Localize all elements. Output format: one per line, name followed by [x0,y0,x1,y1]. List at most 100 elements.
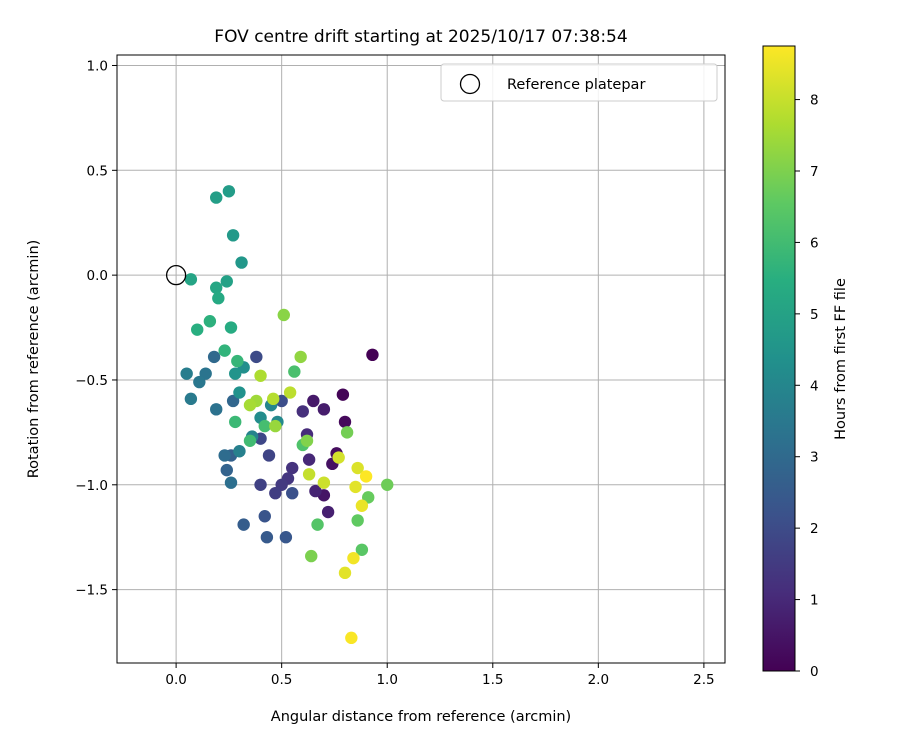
colorbar-tick-label: 7 [810,164,819,180]
data-point [229,415,242,429]
data-point [224,321,238,334]
data-point [250,350,263,364]
data-point [294,350,307,364]
colorbar-gradient [762,45,796,672]
data-point [243,434,257,447]
data-point [267,392,280,406]
data-point [258,510,271,523]
colorbar-tick-label: 1 [810,593,819,609]
y-tick-label: −1.5 [75,583,108,599]
data-point [269,486,282,500]
data-point [345,631,358,645]
colorbar-tick-label: 4 [810,378,819,394]
x-tick-label: 2.5 [693,672,714,688]
data-point [300,434,314,447]
data-point [184,392,198,406]
data-point [254,369,267,382]
data-point [279,531,293,544]
data-point [317,476,331,489]
data-point [226,229,240,242]
x-tick-label: 2.0 [588,672,609,688]
data-point [338,566,352,580]
y-tick-label: −1.0 [75,478,108,494]
data-point [180,367,193,380]
data-point [210,281,223,294]
data-point [366,348,379,362]
data-point [260,531,274,544]
data-point [210,191,223,204]
colorbar-tick-label: 8 [810,93,819,109]
legend-marker-reference [459,73,481,95]
data-point [338,415,352,429]
data-point [262,449,276,462]
colorbar-tick-label: 6 [810,235,819,251]
colorbar-ticks: 0 1 2 3 4 5 6 7 8 [795,93,819,680]
colorbar-tick-label: 5 [810,307,819,323]
data-point [231,354,244,368]
data-point [233,445,246,458]
data-point [212,292,225,305]
colorbar: 0 1 2 3 4 5 6 7 8 Hours from first FF file [762,45,849,680]
colorbar-tick-label: 2 [810,521,819,537]
data-point [349,480,362,494]
data-point [286,486,299,500]
data-point [254,478,267,491]
data-point [336,388,350,401]
data-point [220,463,233,477]
data-point [218,449,231,462]
data-point [237,518,250,531]
data-point [191,323,204,336]
data-point [283,386,297,399]
data-point [305,549,318,563]
data-point [233,386,246,399]
data-point [235,256,248,269]
x-tick-label: 1.0 [376,672,397,688]
x-tick-label: 1.5 [482,672,503,688]
data-point [311,518,324,531]
legend: Reference platepar [440,63,718,102]
data-point [220,275,233,288]
colorbar-tick-label: 0 [810,664,819,680]
colorbar-tick-label: 3 [810,450,819,466]
y-tick-label: 0.0 [87,268,108,284]
data-point [351,461,364,475]
axis-ticks: 0.0 0.5 1.0 1.5 2.0 2.5 1.0 0.5 0.0 −0.5 −1.0 −1.5 [75,58,714,688]
x-tick-label: 0.0 [165,672,186,688]
reference-marker-layer [165,264,187,286]
data-point [347,551,360,565]
data-point [288,365,301,378]
x-tick-label: 0.5 [271,672,292,688]
data-point [321,505,335,519]
data-point [296,405,309,418]
data-point [355,499,369,512]
data-point [317,403,331,416]
legend-box [440,63,718,102]
data-point [359,470,373,483]
data-point [307,394,320,408]
plot-frame [116,54,726,664]
data-point [229,367,242,380]
data-point [210,403,223,416]
y-axis-title: Rotation from reference (arcmin) [26,240,42,479]
reference-point-marker [165,264,187,286]
data-point [269,419,282,433]
data-point [222,185,236,198]
data-point [193,375,206,389]
data-point [184,273,198,286]
data-point [243,398,257,412]
data-point [302,468,316,481]
data-point [340,426,354,439]
data-point [207,350,221,364]
chart-title: FOV centre drift starting at 2025/10/17 … [214,27,627,47]
y-tick-label: 1.0 [87,58,108,74]
colorbar-title: Hours from first FF file [833,278,849,440]
legend-label-reference: Reference platepar [507,77,645,93]
data-points [180,185,394,645]
data-point [351,514,364,527]
data-point [277,308,290,322]
data-point [258,419,271,433]
plot-area [117,55,725,663]
data-point [355,543,369,556]
y-tick-label: −0.5 [75,373,108,389]
